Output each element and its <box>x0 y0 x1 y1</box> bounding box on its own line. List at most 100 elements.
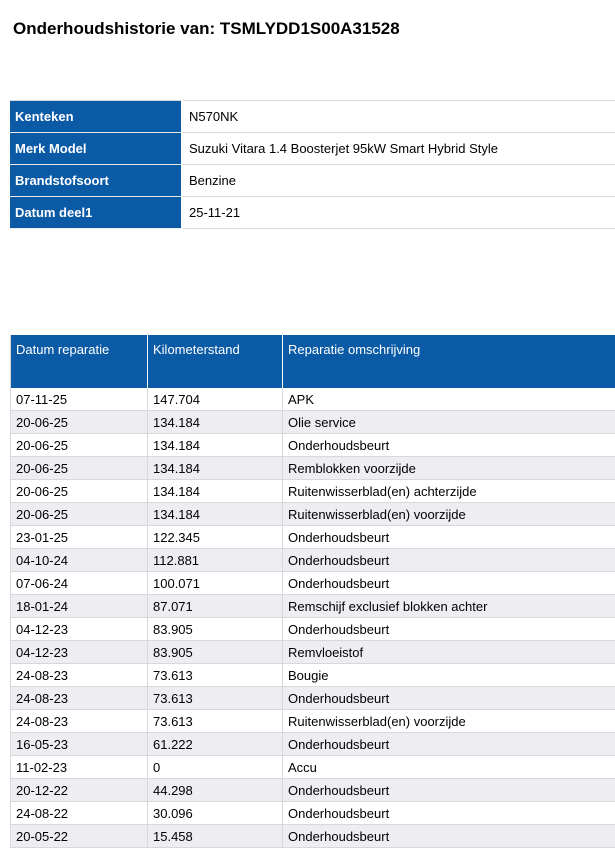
odometer-cell: 87.071 <box>148 595 283 618</box>
repair-description-cell: Remvloeistof <box>283 641 615 664</box>
repair-date-cell: 20-06-25 <box>11 411 148 434</box>
odometer-cell: 134.184 <box>148 480 283 503</box>
repair-description-cell: Ruitenwisserblad(en) voorzijde <box>283 710 615 733</box>
vehicle-info-value: Suzuki Vitara 1.4 Boosterjet 95kW Smart … <box>182 133 615 165</box>
repair-date-cell: 20-06-25 <box>11 457 148 480</box>
odometer-cell: 134.184 <box>148 457 283 480</box>
history-body: 07-11-25 147.704 APK 20-06-25 134.184 Ol… <box>11 388 615 848</box>
table-row: 20-06-25 134.184 Ruitenwisserblad(en) vo… <box>11 503 615 526</box>
table-row: 04-12-23 83.905 Onderhoudsbeurt <box>11 618 615 641</box>
page-title: Onderhoudshistorie van: TSMLYDD1S00A3152… <box>13 19 400 39</box>
repair-description-cell: Onderhoudsbeurt <box>283 618 615 641</box>
odometer-cell: 83.905 <box>148 618 283 641</box>
table-row: 24-08-23 73.613 Bougie <box>11 664 615 687</box>
repair-date-cell: 16-05-23 <box>11 733 148 756</box>
vehicle-info-label: Datum deel1 <box>10 197 182 229</box>
maintenance-history-table: Datum reparatie Kilometerstand Reparatie… <box>10 335 615 848</box>
vehicle-info-label: Merk Model <box>10 133 182 165</box>
repair-description-cell: Accu <box>283 756 615 779</box>
table-row: 23-01-25 122.345 Onderhoudsbeurt <box>11 526 615 549</box>
repair-description-cell: Ruitenwisserblad(en) achterzijde <box>283 480 615 503</box>
repair-date-cell: 11-02-23 <box>11 756 148 779</box>
repair-date-cell: 20-12-22 <box>11 779 148 802</box>
repair-description-cell: Onderhoudsbeurt <box>283 526 615 549</box>
table-row: 20-06-25 134.184 Ruitenwisserblad(en) ac… <box>11 480 615 503</box>
repair-date-cell: 20-06-25 <box>11 503 148 526</box>
table-row: 04-12-23 83.905 Remvloeistof <box>11 641 615 664</box>
vehicle-info-table: Kenteken N570NK Merk Model Suzuki Vitara… <box>10 100 615 229</box>
history-header-row: Datum reparatie Kilometerstand Reparatie… <box>11 335 615 388</box>
odometer-cell: 134.184 <box>148 434 283 457</box>
odometer-cell: 112.881 <box>148 549 283 572</box>
table-row: 07-11-25 147.704 APK <box>11 388 615 411</box>
repair-date-cell: 20-06-25 <box>11 480 148 503</box>
vehicle-info-row: Brandstofsoort Benzine <box>10 165 615 197</box>
repair-date-cell: 24-08-23 <box>11 710 148 733</box>
odometer-cell: 44.298 <box>148 779 283 802</box>
column-header-kilometerstand: Kilometerstand <box>148 335 283 388</box>
column-header-reparatie-omschrijving: Reparatie omschrijving <box>283 335 615 388</box>
odometer-cell: 30.096 <box>148 802 283 825</box>
repair-description-cell: Onderhoudsbeurt <box>283 779 615 802</box>
odometer-cell: 73.613 <box>148 710 283 733</box>
odometer-cell: 15.458 <box>148 825 283 848</box>
odometer-cell: 134.184 <box>148 503 283 526</box>
vehicle-info-label: Kenteken <box>10 101 182 133</box>
history-header: Datum reparatie Kilometerstand Reparatie… <box>11 335 615 388</box>
vehicle-info-value: 25-11-21 <box>182 197 615 229</box>
table-row: 20-06-25 134.184 Olie service <box>11 411 615 434</box>
repair-date-cell: 20-06-25 <box>11 434 148 457</box>
repair-description-cell: Onderhoudsbeurt <box>283 549 615 572</box>
table-row: 20-12-22 44.298 Onderhoudsbeurt <box>11 779 615 802</box>
table-row: 20-05-22 15.458 Onderhoudsbeurt <box>11 825 615 848</box>
repair-date-cell: 07-11-25 <box>11 388 148 411</box>
repair-date-cell: 24-08-23 <box>11 687 148 710</box>
repair-description-cell: Ruitenwisserblad(en) voorzijde <box>283 503 615 526</box>
repair-date-cell: 20-05-22 <box>11 825 148 848</box>
vehicle-info-value: Benzine <box>182 165 615 197</box>
repair-description-cell: Onderhoudsbeurt <box>283 802 615 825</box>
repair-description-cell: Onderhoudsbeurt <box>283 825 615 848</box>
repair-date-cell: 24-08-23 <box>11 664 148 687</box>
repair-date-cell: 04-12-23 <box>11 618 148 641</box>
repair-description-cell: Onderhoudsbeurt <box>283 687 615 710</box>
odometer-cell: 122.345 <box>148 526 283 549</box>
table-row: 24-08-22 30.096 Onderhoudsbeurt <box>11 802 615 825</box>
vehicle-info-row: Merk Model Suzuki Vitara 1.4 Boosterjet … <box>10 133 615 165</box>
table-row: 18-01-24 87.071 Remschijf exclusief blok… <box>11 595 615 618</box>
repair-date-cell: 07-06-24 <box>11 572 148 595</box>
repair-description-cell: Remblokken voorzijde <box>283 457 615 480</box>
repair-description-cell: Olie service <box>283 411 615 434</box>
odometer-cell: 147.704 <box>148 388 283 411</box>
vehicle-info-body: Kenteken N570NK Merk Model Suzuki Vitara… <box>10 101 615 229</box>
repair-description-cell: Onderhoudsbeurt <box>283 434 615 457</box>
odometer-cell: 73.613 <box>148 664 283 687</box>
repair-date-cell: 18-01-24 <box>11 595 148 618</box>
table-row: 24-08-23 73.613 Ruitenwisserblad(en) voo… <box>11 710 615 733</box>
repair-description-cell: Onderhoudsbeurt <box>283 733 615 756</box>
repair-date-cell: 23-01-25 <box>11 526 148 549</box>
repair-description-cell: APK <box>283 388 615 411</box>
table-row: 24-08-23 73.613 Onderhoudsbeurt <box>11 687 615 710</box>
repair-date-cell: 04-12-23 <box>11 641 148 664</box>
vehicle-info-value: N570NK <box>182 101 615 133</box>
table-row: 20-06-25 134.184 Remblokken voorzijde <box>11 457 615 480</box>
table-row: 20-06-25 134.184 Onderhoudsbeurt <box>11 434 615 457</box>
odometer-cell: 0 <box>148 756 283 779</box>
odometer-cell: 134.184 <box>148 411 283 434</box>
repair-description-cell: Onderhoudsbeurt <box>283 572 615 595</box>
table-row: 11-02-23 0 Accu <box>11 756 615 779</box>
table-row: 07-06-24 100.071 Onderhoudsbeurt <box>11 572 615 595</box>
odometer-cell: 100.071 <box>148 572 283 595</box>
vehicle-info-label: Brandstofsoort <box>10 165 182 197</box>
vehicle-info-row: Kenteken N570NK <box>10 101 615 133</box>
table-row: 04-10-24 112.881 Onderhoudsbeurt <box>11 549 615 572</box>
repair-date-cell: 04-10-24 <box>11 549 148 572</box>
column-header-datum-reparatie: Datum reparatie <box>11 335 148 388</box>
odometer-cell: 83.905 <box>148 641 283 664</box>
vehicle-info-row: Datum deel1 25-11-21 <box>10 197 615 229</box>
odometer-cell: 73.613 <box>148 687 283 710</box>
table-row: 16-05-23 61.222 Onderhoudsbeurt <box>11 733 615 756</box>
odometer-cell: 61.222 <box>148 733 283 756</box>
repair-description-cell: Bougie <box>283 664 615 687</box>
